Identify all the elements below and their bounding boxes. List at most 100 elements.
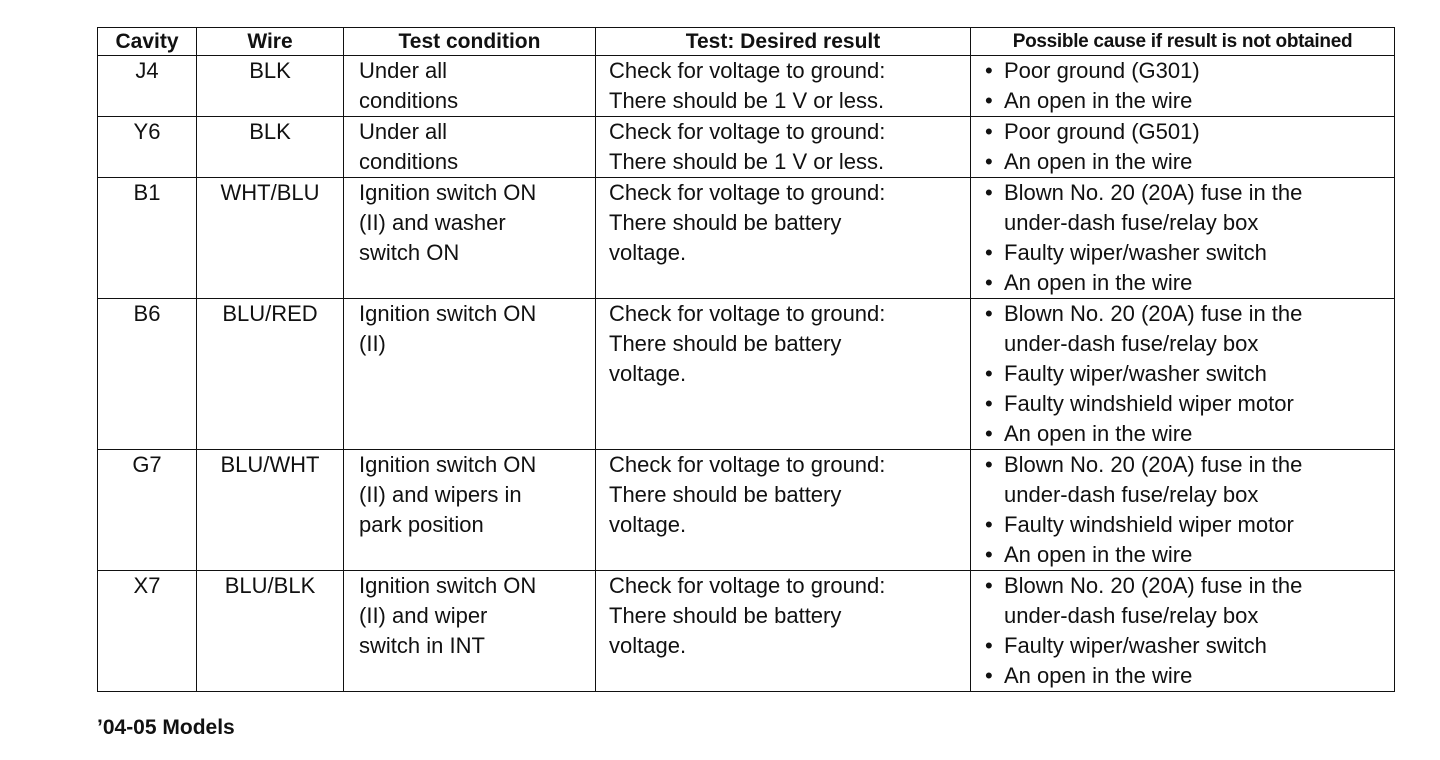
condition-line: (II) and wiper xyxy=(359,603,488,628)
result-line: Check for voltage to ground: xyxy=(609,573,886,598)
cause-item: • Blown No. 20 (20A) fuse in the under-das… xyxy=(985,571,1394,631)
cause-text: Poor ground (G301) xyxy=(1004,58,1200,83)
header-cavity: Cavity xyxy=(97,27,197,56)
condition-line: Ignition switch ON xyxy=(359,573,537,598)
cause-item: • Poor ground (G301) xyxy=(985,56,1394,86)
table-row: B6 BLU/RED Ignition switch ON (II) Check for… xyxy=(97,298,1395,450)
bullet-icon: • xyxy=(985,633,993,658)
result-line: There should be 1 V or less. xyxy=(609,88,885,113)
result-line: There should be battery xyxy=(609,331,842,356)
table-row: G7 BLU/WHT Ignition switch ON (II) and wipe… xyxy=(97,449,1395,571)
cause-text: Faulty wiper/washer switch xyxy=(1004,633,1267,658)
header-possible-cause: Possible cause if result is not obtained xyxy=(970,27,1395,56)
wire-cell: BLU/BLK xyxy=(196,570,344,692)
bullet-icon: • xyxy=(985,301,993,326)
condition-line: Under all xyxy=(359,58,448,83)
cavity-cell: Y6 xyxy=(97,116,197,178)
result-line: Check for voltage to ground: xyxy=(609,58,886,83)
condition-cell: Ignition switch ON (II) and washer switch … xyxy=(343,177,596,299)
condition-line: Under all xyxy=(359,119,448,144)
condition-line: (II) and wipers in xyxy=(359,482,522,507)
cause-cell: • Blown No. 20 (20A) fuse in the under-das… xyxy=(970,177,1395,299)
cause-item: • Faulty windshield wiper motor xyxy=(985,510,1394,540)
result-line: Check for voltage to ground: xyxy=(609,180,886,205)
condition-cell: Ignition switch ON (II) xyxy=(343,298,596,450)
cause-text: Faulty wiper/washer switch xyxy=(1004,240,1267,265)
bullet-icon: • xyxy=(985,391,993,416)
bullet-icon: • xyxy=(985,270,993,295)
condition-line: switch in INT xyxy=(359,633,485,658)
wiring-test-table: Cavity Wire Test condition Test: Desired… xyxy=(97,27,1395,692)
condition-line: conditions xyxy=(359,88,459,113)
cause-text: An open in the wire xyxy=(1004,270,1193,295)
result-cell: Check for voltage to ground: There should… xyxy=(595,298,971,450)
cavity-cell: G7 xyxy=(97,449,197,571)
cause-cell: • Blown No. 20 (20A) fuse in the under-das… xyxy=(970,449,1395,571)
header-test-condition: Test condition xyxy=(343,27,596,56)
condition-line: Ignition switch ON xyxy=(359,180,537,205)
cause-text: Blown No. 20 (20A) fuse in the under-dash… xyxy=(1004,573,1303,628)
wire-cell: BLU/WHT xyxy=(196,449,344,571)
result-cell: Check for voltage to ground: There should… xyxy=(595,570,971,692)
condition-line: conditions xyxy=(359,149,459,174)
wire-text: BLU/WHT xyxy=(220,452,320,477)
cavity-text: G7 xyxy=(132,452,162,477)
cause-cell: • Blown No. 20 (20A) fuse in the under-das… xyxy=(970,298,1395,450)
cavity-text: X7 xyxy=(133,573,161,598)
condition-cell: Under all conditions xyxy=(343,116,596,178)
cause-text: Poor ground (G501) xyxy=(1004,119,1200,144)
cause-item: • Blown No. 20 (20A) fuse in the under-das… xyxy=(985,450,1394,510)
bullet-icon: • xyxy=(985,512,993,537)
cause-text: Faulty windshield wiper motor xyxy=(1004,391,1294,416)
cause-item: • Blown No. 20 (20A) fuse in the under-das… xyxy=(985,178,1394,238)
cause-text: Blown No. 20 (20A) fuse in the under-dash… xyxy=(1004,180,1303,235)
cause-cell: • Poor ground (G301) • An open in the wire xyxy=(970,55,1395,117)
cause-item: • Faulty wiper/washer switch xyxy=(985,238,1394,268)
cause-item: • Blown No. 20 (20A) fuse in the under-das… xyxy=(985,299,1394,359)
result-line: There should be battery xyxy=(609,210,842,235)
bullet-icon: • xyxy=(985,240,993,265)
bullet-icon: • xyxy=(985,542,993,567)
bullet-icon: • xyxy=(985,663,993,688)
result-line: voltage. xyxy=(609,512,687,537)
cause-item: • Faulty windshield wiper motor xyxy=(985,389,1394,419)
cause-text: An open in the wire xyxy=(1004,663,1193,688)
cause-text: An open in the wire xyxy=(1004,421,1193,446)
cause-cell: • Poor ground (G501) • An open in the wire xyxy=(970,116,1395,178)
bullet-icon: • xyxy=(985,58,993,83)
cause-item: • An open in the wire xyxy=(985,661,1394,691)
bullet-icon: • xyxy=(985,119,993,144)
cause-text: Faulty windshield wiper motor xyxy=(1004,512,1294,537)
wire-cell: BLU/RED xyxy=(196,298,344,450)
cavity-cell: J4 xyxy=(97,55,197,117)
bullet-icon: • xyxy=(985,573,993,598)
wire-text: BLU/BLK xyxy=(224,573,316,598)
condition-cell: Ignition switch ON (II) and wipers in park… xyxy=(343,449,596,571)
table-row: Y6 BLK Under all conditions Check for voltag… xyxy=(97,116,1395,178)
bullet-icon: • xyxy=(985,88,993,113)
cavity-text: B1 xyxy=(133,180,161,205)
result-line: voltage. xyxy=(609,633,687,658)
condition-line: Ignition switch ON xyxy=(359,301,537,326)
cause-item: • An open in the wire xyxy=(985,147,1394,177)
result-line: There should be battery xyxy=(609,482,842,507)
cavity-text: J4 xyxy=(135,58,159,83)
wire-cell: WHT/BLU xyxy=(196,177,344,299)
condition-line: park position xyxy=(359,512,484,537)
cause-text: Blown No. 20 (20A) fuse in the under-dash… xyxy=(1004,452,1303,507)
result-line: voltage. xyxy=(609,361,687,386)
result-line: Check for voltage to ground: xyxy=(609,301,886,326)
cavity-text: B6 xyxy=(133,301,161,326)
cause-item: • Faulty wiper/washer switch xyxy=(985,631,1394,661)
wire-text: BLU/RED xyxy=(222,301,318,326)
bullet-icon: • xyxy=(985,149,993,174)
header-wire: Wire xyxy=(196,27,344,56)
condition-cell: Under all conditions xyxy=(343,55,596,117)
models-caption: ’04-05 Models xyxy=(97,716,235,739)
header-desired-result: Test: Desired result xyxy=(595,27,971,56)
cause-item: • An open in the wire xyxy=(985,268,1394,298)
cause-text: An open in the wire xyxy=(1004,542,1193,567)
result-line: There should be 1 V or less. xyxy=(609,149,885,174)
result-line: Check for voltage to ground: xyxy=(609,119,886,144)
result-cell: Check for voltage to ground: There should… xyxy=(595,116,971,178)
